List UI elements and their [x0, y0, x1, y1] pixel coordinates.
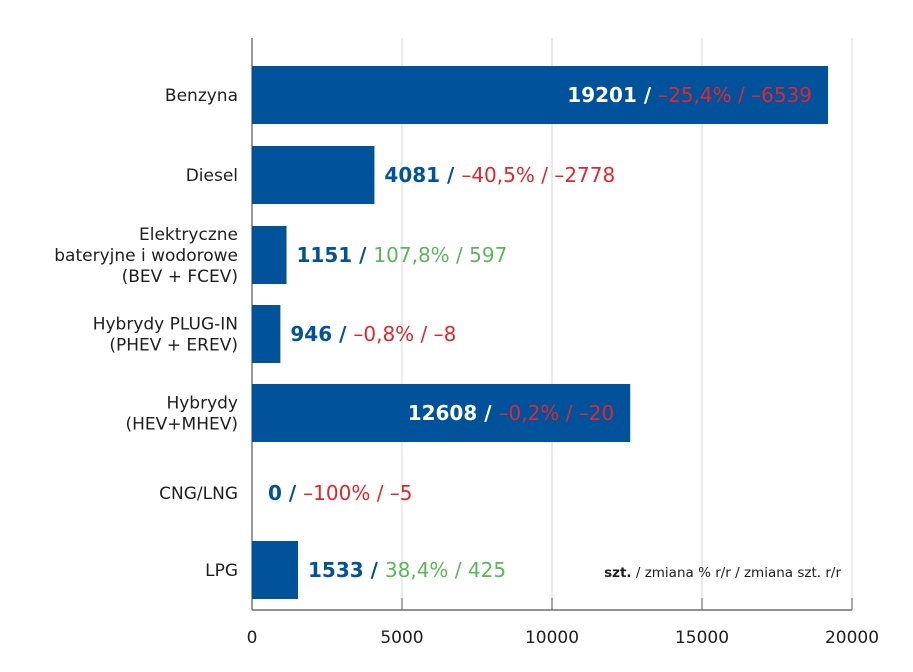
category-label: CNG/LNG — [159, 484, 238, 504]
value-label: 1533 — [308, 558, 364, 582]
x-tick-label: 10000 — [525, 628, 579, 648]
data-label: 12608 / –0,2% / –20 — [408, 401, 615, 425]
change-pct-label: 38,4% — [385, 558, 449, 582]
data-label: 1151 / 107,8% / 597 — [297, 243, 508, 267]
category-label: Diesel — [186, 166, 238, 186]
legend-note-rest: / zmiana % r/r / zmiana szt. r/r — [632, 565, 842, 581]
change-units-label: –6539 — [751, 83, 812, 107]
change-units-label: 597 — [469, 243, 507, 267]
separator: / — [559, 401, 578, 425]
category-label: Elektryczne bateryjne i wodorowe (BEV + FC… — [54, 225, 238, 287]
category-label-line: (HEV+MHEV) — [126, 415, 238, 435]
legend-note: szt. / zmiana % r/r / zmiana szt. r/r — [604, 565, 841, 581]
change-pct-label: 107,8% — [373, 243, 449, 267]
x-tick-label: 20000 — [825, 628, 879, 648]
data-label: 19201 / –25,4% / –6539 — [567, 83, 812, 107]
separator: / — [364, 558, 385, 582]
change-pct-label: –0,2% — [499, 401, 560, 425]
change-units-label: –20 — [579, 401, 614, 425]
separator: / — [440, 163, 461, 187]
change-pct-label: –25,4% — [658, 83, 732, 107]
legend-note-bold: szt. — [604, 565, 631, 581]
bar — [252, 146, 375, 204]
category-label-line: CNG/LNG — [159, 484, 238, 504]
bar — [252, 305, 281, 363]
category-label-line: (PHEV + EREV) — [109, 336, 238, 356]
value-label: 19201 — [567, 83, 637, 107]
change-pct-label: –0,8% — [353, 322, 414, 346]
data-label: 4081 / –40,5% / –2778 — [384, 163, 615, 187]
bar — [252, 384, 631, 442]
change-pct-label: –40,5% — [461, 163, 535, 187]
separator: / — [448, 558, 467, 582]
category-label-line: Benzyna — [165, 86, 238, 106]
category-label-line: bateryjne i wodorowe — [54, 246, 238, 266]
separator: / — [637, 83, 658, 107]
separator: / — [450, 243, 469, 267]
x-tick-label: 5000 — [380, 628, 423, 648]
change-units-label: –5 — [390, 481, 413, 505]
data-label: 0 / –100% / –5 — [268, 481, 413, 505]
separator: / — [732, 83, 751, 107]
category-label-line: LPG — [205, 561, 238, 581]
category-label-line: Elektryczne — [139, 225, 238, 245]
value-label: 0 — [268, 481, 282, 505]
change-units-label: 425 — [468, 558, 506, 582]
bar — [252, 541, 298, 599]
change-units-label: –8 — [434, 322, 457, 346]
bar — [252, 66, 829, 124]
category-label: Hybrydy (HEV+MHEV) — [126, 394, 238, 435]
category-label: Hybrydy PLUG-IN (PHEV + EREV) — [93, 315, 238, 356]
data-label: 1533 / 38,4% / 425 — [308, 558, 506, 582]
separator: / — [282, 481, 303, 505]
change-units-label: –2778 — [554, 163, 615, 187]
separator: / — [370, 481, 389, 505]
category-label-line: Hybrydy — [166, 394, 238, 414]
category-label-line: (BEV + FCEV) — [122, 267, 238, 287]
value-label: 946 — [290, 322, 332, 346]
category-label: Benzyna — [165, 86, 238, 106]
value-label: 4081 — [384, 163, 440, 187]
category-label: LPG — [205, 561, 238, 581]
separator: / — [352, 243, 373, 267]
separator: / — [414, 322, 433, 346]
category-label-line: Hybrydy PLUG-IN — [93, 315, 238, 335]
separator: / — [332, 322, 353, 346]
x-tick-label: 0 — [247, 628, 258, 648]
separator: / — [477, 401, 498, 425]
value-label: 1151 — [297, 243, 353, 267]
change-pct-label: –100% — [303, 481, 370, 505]
category-label-line: Diesel — [186, 166, 238, 186]
data-label: 946 / –0,8% / –8 — [290, 322, 456, 346]
value-label: 12608 — [408, 401, 478, 425]
x-tick-label: 15000 — [675, 628, 729, 648]
bar — [252, 226, 287, 284]
separator: / — [535, 163, 554, 187]
